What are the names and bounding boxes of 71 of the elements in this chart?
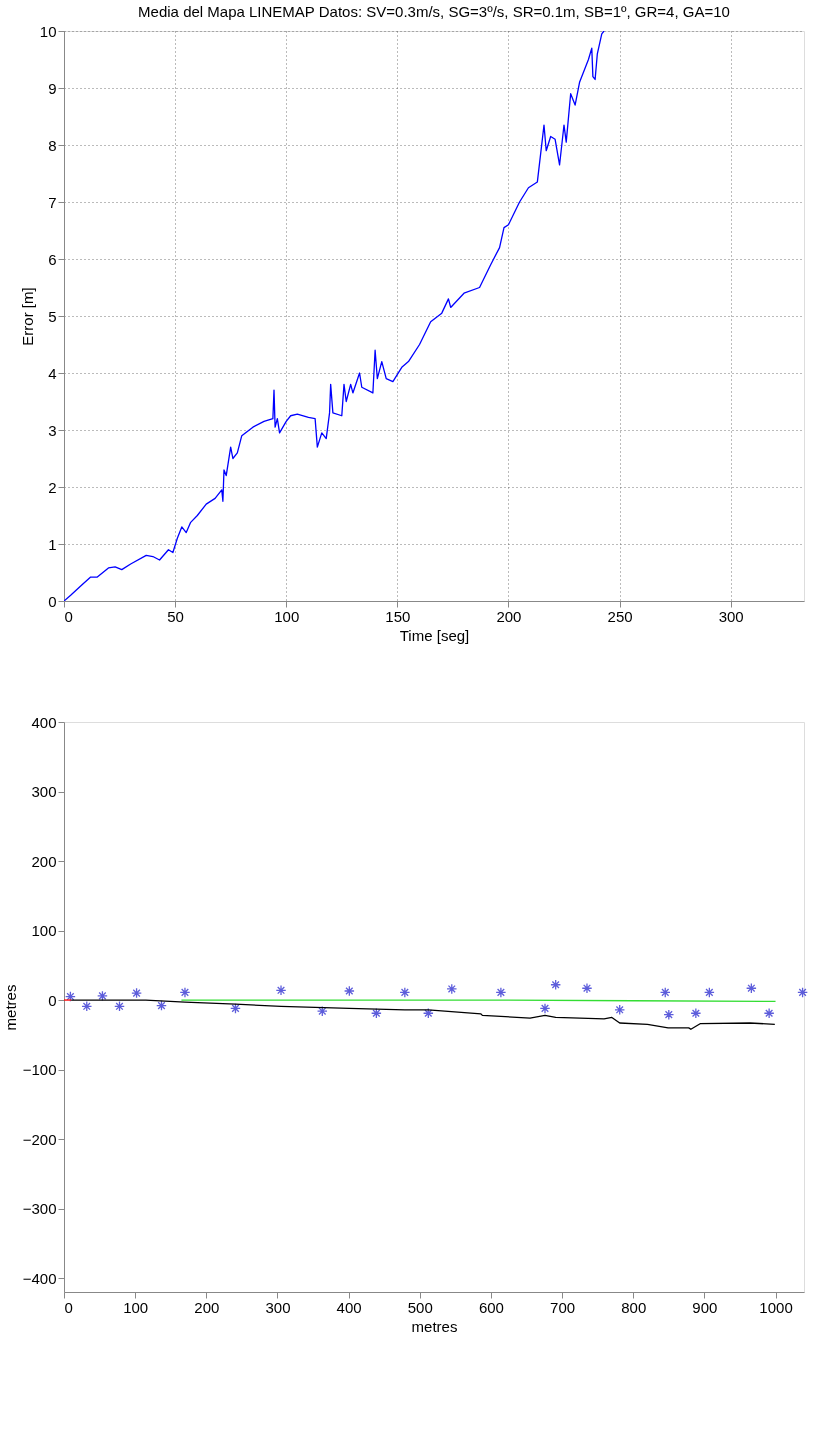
y-tick-label: 8: [48, 136, 57, 154]
point: [81, 1000, 93, 1012]
x-tick-label: 300: [718, 607, 744, 625]
y-tick-label: 9: [48, 79, 57, 97]
y-tick-label: 6: [48, 250, 57, 268]
point: [745, 982, 757, 994]
x-tick-label: 1000: [759, 1298, 793, 1316]
point: [663, 1009, 675, 1021]
x-tick-label: 100: [274, 607, 300, 625]
point: [797, 987, 808, 998]
point: [659, 987, 671, 998]
y-tick-label: −200: [22, 1130, 57, 1148]
point: [422, 1007, 434, 1019]
point: [343, 985, 355, 997]
y-tick-label: 0: [48, 991, 57, 1009]
x-tick-label: 200: [194, 1298, 220, 1316]
x-tick-label: 0: [64, 607, 73, 625]
point: [550, 979, 562, 991]
y-tick-label: 3: [48, 421, 57, 439]
x-tick-label: 200: [496, 607, 522, 625]
x-axis-title: metres: [411, 1317, 458, 1335]
point: [316, 1005, 328, 1017]
point: [399, 987, 411, 998]
x-tick-label: 50: [167, 607, 184, 625]
x-tick-label: 100: [123, 1298, 149, 1316]
point: [230, 1003, 241, 1014]
point: [131, 987, 142, 999]
y-tick-label: −100: [22, 1061, 57, 1079]
y-tick-label: 400: [31, 713, 57, 731]
y-tick-label: 0: [48, 592, 57, 610]
point: [703, 987, 715, 998]
y-tick-label: −400: [22, 1269, 57, 1287]
x-tick-label: 0: [64, 1298, 73, 1316]
point: [614, 1004, 626, 1016]
y-tick-label: 5: [48, 307, 57, 325]
line-series: [70, 999, 776, 1030]
chart-title: Media del Mapa LINEMAP Datos: SV=0.3m/s, SG=3º/s, SR=0.1m, SB=1º, GR=4, GA=10: [138, 3, 730, 20]
y-axis-title: metres: [1, 984, 19, 1031]
x-tick-label: 300: [265, 1298, 291, 1316]
point: [581, 982, 593, 994]
y-tick-label: 4: [48, 364, 57, 382]
point: [179, 987, 191, 998]
y-axis-title: Error [m]: [18, 287, 36, 346]
y-tick-label: 1: [48, 535, 57, 553]
x-tick-label: 150: [385, 607, 411, 625]
y-tick-label: 7: [48, 193, 57, 211]
x-tick-label: 400: [336, 1298, 362, 1316]
y-tick-label: 100: [31, 922, 57, 940]
point: [690, 1007, 702, 1019]
point: [275, 984, 287, 996]
x-tick-label: 600: [478, 1298, 504, 1316]
y-tick-label: 10: [39, 22, 57, 40]
y-tick-label: −300: [22, 1200, 57, 1218]
y-tick-label: 200: [31, 852, 57, 870]
point: [539, 1003, 551, 1014]
y-tick-label: 2: [48, 478, 57, 496]
point: [65, 991, 76, 1002]
point: [763, 1007, 775, 1019]
x-axis-title: Time [seg]: [399, 626, 470, 644]
point: [495, 987, 507, 998]
y-tick-label: 300: [31, 783, 57, 801]
x-tick-label: 700: [550, 1298, 576, 1316]
point: [97, 990, 108, 1002]
point: [156, 1000, 167, 1011]
point: [446, 983, 458, 995]
x-tick-label: 800: [621, 1298, 647, 1316]
point: [370, 1007, 382, 1019]
point: [114, 1000, 125, 1012]
x-tick-label: 500: [407, 1298, 433, 1316]
x-tick-label: 900: [692, 1298, 718, 1316]
x-tick-label: 250: [607, 607, 633, 625]
